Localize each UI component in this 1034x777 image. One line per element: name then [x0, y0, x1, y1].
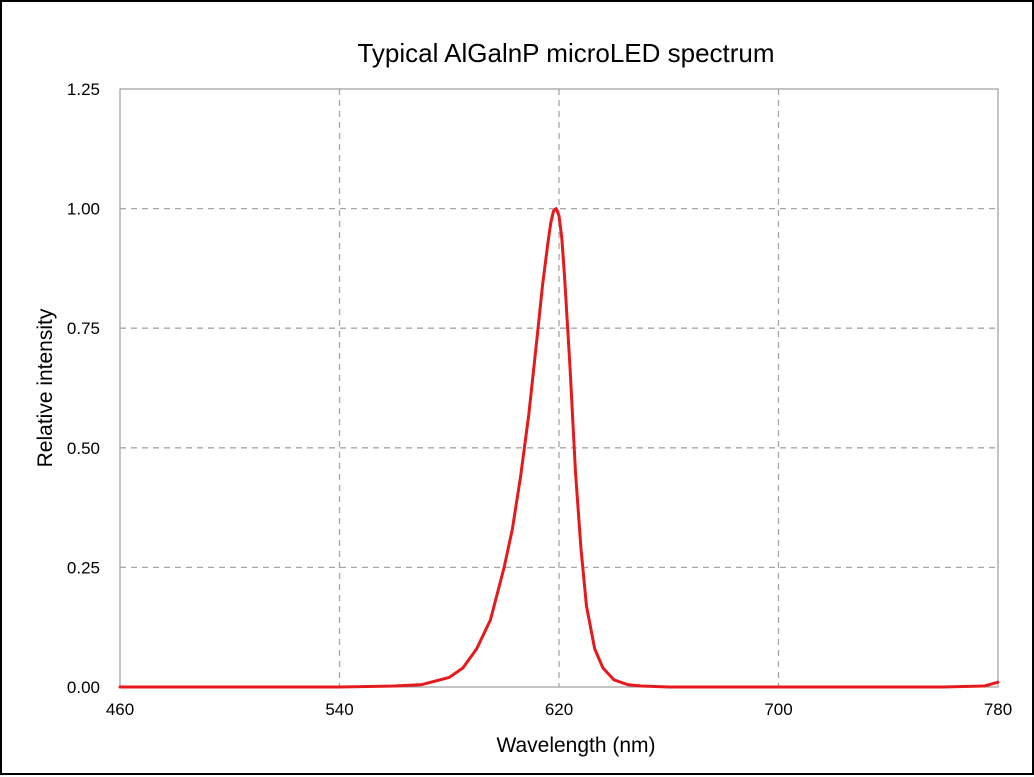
y-tick-label: 0.00: [67, 678, 100, 697]
y-tick-label: 0.75: [67, 319, 100, 338]
y-tick-label: 1.25: [67, 80, 100, 99]
grid-lines: [120, 89, 998, 687]
chart-title: Typical AlGalnP microLED spectrum: [357, 38, 774, 68]
y-tick-label: 0.50: [67, 439, 100, 458]
y-tick-labels: 0.00 0.25 0.50 0.75 1.00 1.25: [67, 80, 100, 697]
x-axis-label: Wavelength (nm): [496, 734, 655, 757]
y-tick-label: 0.25: [67, 558, 100, 577]
x-tick-label: 460: [106, 700, 134, 719]
x-tick-label: 620: [545, 700, 573, 719]
y-tick-label: 1.00: [67, 200, 100, 219]
x-tick-label: 780: [984, 700, 1012, 719]
x-tick-label: 700: [764, 700, 792, 719]
x-tick-label: 540: [325, 700, 353, 719]
series-line: [118, 207, 1000, 689]
series-group: [118, 207, 1000, 689]
y-axis-label: Relative intensity: [34, 308, 57, 467]
x-tick-labels: 460 540 620 700 780: [106, 700, 1012, 719]
